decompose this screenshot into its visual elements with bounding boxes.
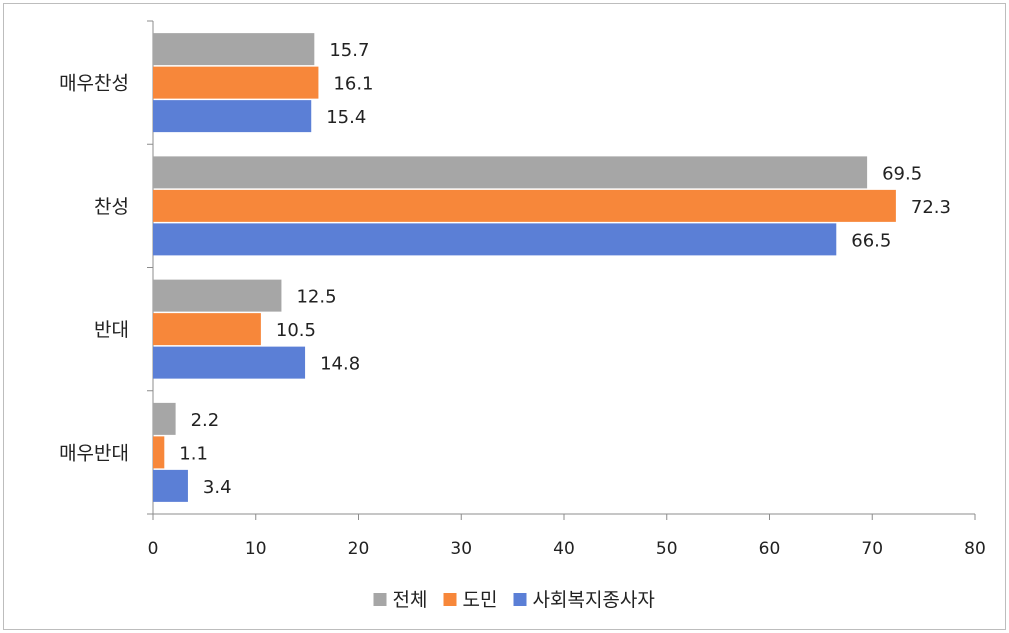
x-tick-label: 10 [245,539,267,559]
legend-label: 사회복지종사자 [533,589,655,611]
category-label: 매우찬성 [59,73,129,95]
bar [153,279,282,312]
data-label: 72.3 [911,197,951,218]
legend-swatch [443,593,457,606]
data-label: 15.7 [329,40,369,61]
data-labels: 15.7 16.1 15.4 69.5 72.3 66.5 12.5 10.514.8 2.2 1… [179,40,951,498]
data-label: 2.2 [191,410,220,431]
chart-frame: 0 10 20 30 40 50 60 70 80 매우찬성 찬성 반대 매우반대 15.7 16.1 15… [3,3,1006,630]
category-label: 반대 [94,319,129,341]
legend-label: 전체 [393,589,428,611]
bar [153,469,188,502]
legend: 전체 도민 사회복지종사자 [373,589,655,611]
bar [153,189,896,222]
x-tick-label: 20 [348,539,370,559]
data-label: 3.4 [203,477,232,498]
bar [153,346,306,379]
bar [153,436,165,469]
data-label: 66.5 [851,230,891,251]
data-label: 15.4 [326,107,366,128]
x-tick-label: 50 [656,539,678,559]
category-label: 찬성 [94,196,129,218]
data-label: 16.1 [333,74,373,95]
bars [153,33,896,502]
bar [153,313,261,346]
bar [153,33,315,66]
data-label: 69.5 [882,163,922,184]
x-tick-label: 60 [759,539,781,559]
x-tick-label: 40 [553,539,575,559]
data-label: 14.8 [320,354,360,375]
data-label: 1.1 [179,443,208,464]
bar [153,402,176,435]
x-tick-label: 70 [861,539,883,559]
data-label: 12.5 [296,287,336,308]
x-tick-label: 80 [964,539,986,559]
legend-swatch [513,593,527,606]
bar [153,223,837,256]
x-tick-label: 0 [148,539,159,559]
legend-label: 도민 [463,589,498,611]
bar [153,100,312,133]
bar [153,66,319,99]
data-label: 10.5 [276,320,316,341]
x-tick-label: 30 [450,539,472,559]
bar [153,156,868,189]
legend-swatch [373,593,387,606]
category-label: 매우반대 [59,442,129,464]
